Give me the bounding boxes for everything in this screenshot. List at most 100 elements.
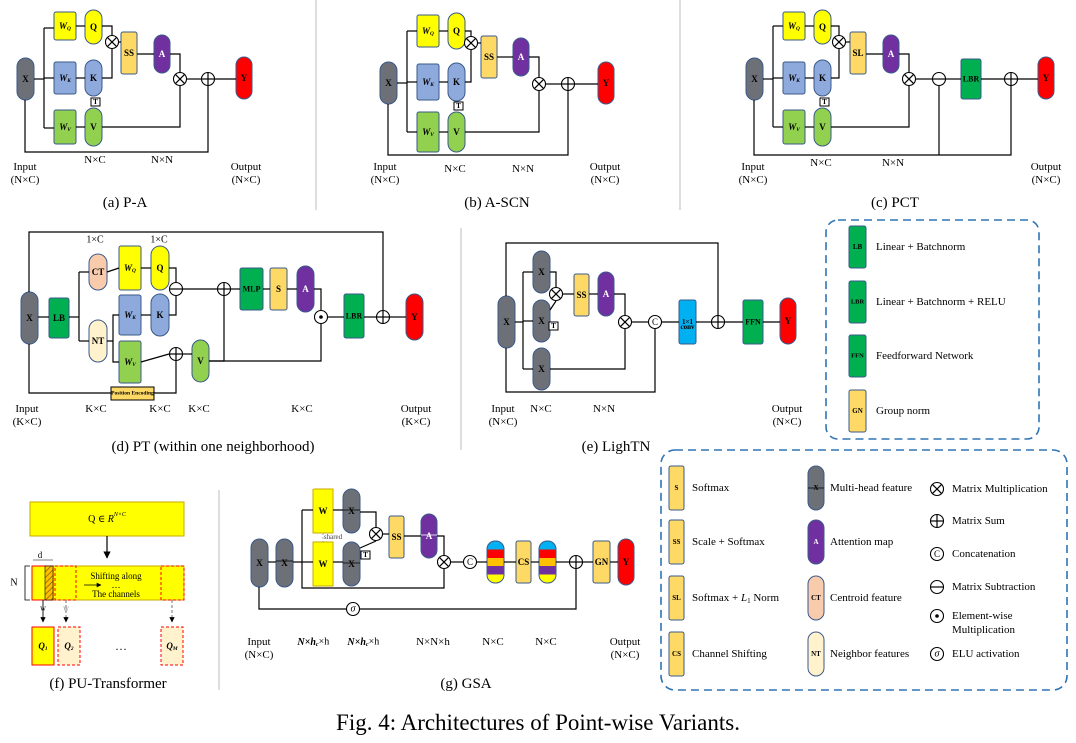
c-y-node bbox=[1037, 56, 1055, 100]
e-ffn-node-label: FFN bbox=[745, 318, 761, 327]
e-e17 bbox=[505, 329, 656, 393]
c-e9 bbox=[831, 49, 840, 79]
g-concat bbox=[462, 554, 478, 570]
g-e7 bbox=[360, 511, 377, 527]
g-mul2-l2 bbox=[438, 556, 450, 568]
g-mul1-l2 bbox=[370, 528, 382, 540]
g-dim-input-1: Input bbox=[247, 636, 270, 648]
a-ss-node bbox=[120, 31, 138, 75]
c-e8 bbox=[831, 25, 840, 35]
figure-caption: Fig. 4: Architectures of Point-wise Vari… bbox=[336, 710, 740, 735]
a-transpose-label: T bbox=[93, 98, 98, 106]
f-q2-label: Q2 bbox=[64, 641, 74, 652]
d-dim-kc2: K×C bbox=[149, 403, 170, 415]
a-dim-output-2: (N×C) bbox=[232, 174, 261, 186]
legend1-frame bbox=[825, 219, 1040, 440]
d-wq-node-label: WQ bbox=[124, 263, 136, 274]
e-dim-input-2: (N×C) bbox=[489, 416, 518, 428]
d-e7 bbox=[112, 341, 119, 363]
f-shift3: The channels bbox=[92, 589, 140, 599]
g-e11 bbox=[437, 535, 445, 555]
b-transpose bbox=[453, 101, 464, 111]
e-mul2-l2 bbox=[619, 316, 631, 328]
e-e6 bbox=[549, 300, 557, 311]
d-e5 bbox=[106, 267, 120, 273]
legend2-c2-text-1: Attention map bbox=[830, 536, 894, 548]
f-q1-node bbox=[31, 626, 55, 666]
a-e9 bbox=[102, 49, 113, 79]
legend1-swatch-gn-label: GN bbox=[852, 407, 863, 415]
e-x2-node-label: X bbox=[538, 316, 545, 326]
legend2-swatch-s bbox=[668, 465, 685, 511]
g-dim-nhch2-b: ×h bbox=[369, 637, 380, 648]
a-e8 bbox=[102, 25, 113, 35]
b-e8 bbox=[465, 30, 472, 36]
d-e6 bbox=[107, 314, 119, 342]
b-dim-output-1: Output bbox=[590, 161, 621, 173]
e-concat bbox=[647, 314, 663, 330]
g-mh-node bbox=[275, 538, 294, 588]
a-dim-input-2: (N×C) bbox=[11, 174, 40, 186]
e-transpose-label: T bbox=[551, 322, 556, 330]
f-brace-n bbox=[24, 565, 30, 601]
e-dim-nn: N×N bbox=[593, 403, 615, 415]
c-e12 bbox=[899, 53, 910, 72]
c-transpose bbox=[819, 97, 830, 107]
panel-separators bbox=[218, 0, 681, 690]
e-e9 bbox=[614, 293, 626, 315]
d-k-node-label: K bbox=[156, 310, 163, 320]
c-q-node-label: Q bbox=[819, 22, 826, 32]
e-dim-output-1: Output bbox=[772, 403, 803, 415]
a-transpose bbox=[90, 97, 101, 107]
d-wv-node-label: WV bbox=[124, 357, 136, 368]
legend2-c3-text-3: Matrix Subtraction bbox=[952, 581, 1036, 593]
a-a-node-label: A bbox=[159, 49, 166, 59]
a-dim-nn: N×N bbox=[151, 154, 173, 166]
d-y-node-label: Y bbox=[411, 312, 418, 322]
legend2-c3-text-2: Concatenation bbox=[952, 548, 1016, 560]
f-q1-label: Q1 bbox=[38, 641, 48, 652]
f-d-label: d bbox=[38, 550, 43, 560]
legend1-swatch-lb-label: LB bbox=[853, 243, 863, 251]
d-e16 bbox=[314, 288, 322, 310]
e-e16 bbox=[505, 242, 719, 315]
e-y-node bbox=[779, 297, 797, 345]
b-ss-node-label: SS bbox=[484, 52, 494, 62]
a-wq-node-label: WQ bbox=[59, 21, 71, 32]
b-q-node-label: Q bbox=[453, 26, 460, 36]
legend2-op-4-dot bbox=[935, 614, 939, 618]
legend1-swatch-gn bbox=[848, 389, 867, 433]
c-k-node-label: K bbox=[819, 73, 826, 83]
f-dots: … bbox=[115, 639, 127, 653]
a-dim-output-1: Output bbox=[231, 161, 262, 173]
f-qm-node bbox=[160, 626, 184, 666]
d-pos-enc-node-label: Position Encoding bbox=[111, 391, 154, 397]
g-concat-label: C bbox=[467, 557, 473, 567]
e-mul1-l2 bbox=[550, 288, 562, 300]
b-panel-title: (b) A-SCN bbox=[464, 195, 530, 211]
legend1-swatch-lbr bbox=[848, 280, 867, 324]
c-dim-nc: N×C bbox=[810, 157, 831, 169]
c-wv-node-label: WV bbox=[788, 122, 800, 133]
a-mul1-l2 bbox=[106, 36, 118, 48]
d-a-node-label: A bbox=[302, 284, 309, 294]
e-transpose bbox=[548, 321, 559, 331]
g-shared-label: shared bbox=[324, 533, 343, 541]
g-transpose-label: T bbox=[363, 551, 368, 559]
b-e9 bbox=[465, 50, 472, 83]
a-dim-nc: N×C bbox=[84, 154, 105, 166]
a-v-node-label: V bbox=[90, 122, 97, 132]
g-e22 bbox=[312, 479, 471, 555]
legend1-swatch-ffn bbox=[848, 334, 867, 378]
a-q-node bbox=[84, 9, 103, 45]
legend1-swatch-lb bbox=[848, 225, 867, 269]
f-hatch-slice bbox=[44, 565, 54, 601]
d-wk-node-label: WK bbox=[124, 310, 136, 321]
legend2-op-2 bbox=[929, 546, 945, 562]
legend1-text-3: Group norm bbox=[876, 405, 931, 417]
b-mul1-l2 bbox=[465, 37, 477, 49]
legend2-c1-text-2: Softmax + L1 Norm bbox=[692, 592, 779, 605]
g-transpose bbox=[360, 550, 371, 560]
c-e13 bbox=[831, 86, 910, 128]
